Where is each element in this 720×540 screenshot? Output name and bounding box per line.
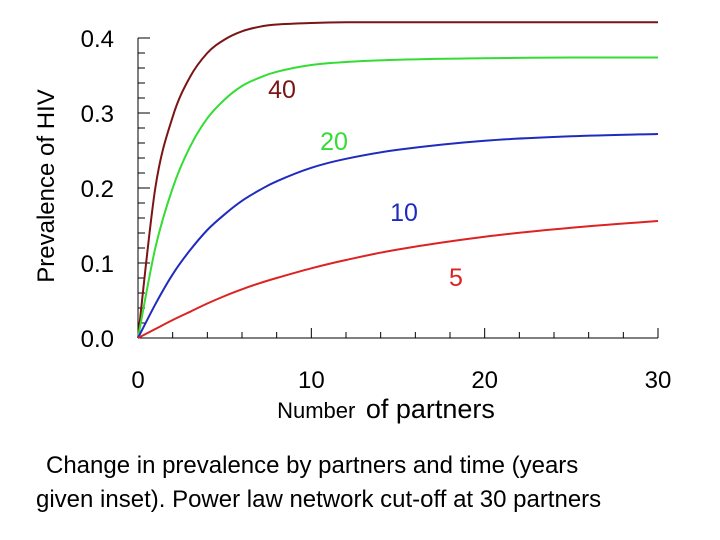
caption-line-2: given inset). Power law network cut-off … (36, 486, 602, 513)
series-line-5 (137, 220, 659, 339)
series-label-10: 10 (390, 199, 418, 227)
x-tick-label: 0 (131, 367, 144, 394)
figure-caption: Change in prevalence by partners and tim… (36, 449, 716, 517)
x-axis-title-part-1: Number (277, 398, 355, 423)
series-line-10 (137, 133, 659, 339)
x-axis: 0 10 20 30 Number of partners (131, 328, 671, 424)
series-label-40: 40 (268, 76, 296, 104)
y-axis: 0.0 0.1 0.2 0.3 0.4 Prevalence of HIV (33, 26, 150, 353)
y-tick-label: 0.2 (81, 176, 114, 203)
y-axis-title: Prevalence of HIV (33, 89, 60, 282)
series-lines (137, 21, 659, 339)
series-line-20 (137, 56, 659, 339)
x-tick-label: 30 (645, 367, 672, 394)
y-tick-label: 0.1 (81, 251, 114, 278)
x-tick-label: 20 (471, 367, 498, 394)
y-tick-label: 0.4 (81, 26, 114, 53)
x-axis-title-part-2: of partners (366, 394, 495, 424)
series-label-5: 5 (449, 264, 463, 292)
prevalence-chart: 0 10 20 30 Number of partners 0.00.10.20.30… (33, 21, 671, 424)
y-tick-label: 0.3 (81, 101, 114, 128)
caption-line-1: Change in prevalence by partners and tim… (46, 452, 579, 479)
series-label-20: 20 (320, 128, 348, 156)
x-axis-title: Number of partners (277, 394, 495, 424)
series-line-40 (137, 21, 658, 339)
series-labels: 40 20 10 5 (268, 76, 463, 292)
y-tick-label: 0.0 (81, 326, 114, 353)
x-tick-label: 10 (298, 367, 325, 394)
